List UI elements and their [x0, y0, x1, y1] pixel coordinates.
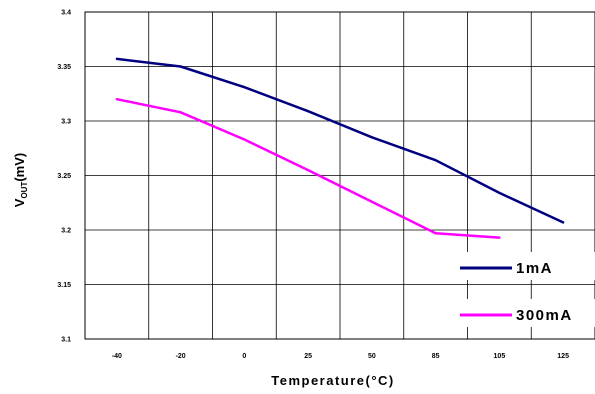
y-tick-label: 3.25: [57, 173, 71, 180]
y-tick-label: 3.15: [57, 282, 71, 289]
svg-text:VOUT(mV): VOUT(mV): [12, 153, 29, 207]
y-tick-label: 3.3: [61, 119, 71, 126]
plot-frame: [84, 11, 595, 340]
y-tick-label: 3.1: [61, 337, 71, 344]
x-axis-title: Temperature(°C): [271, 373, 395, 388]
y-axis-title-sub: OUT: [20, 182, 29, 199]
x-tick-label: -40: [112, 353, 122, 360]
y-tick-label: 3.4: [61, 10, 71, 17]
x-tick-label: 125: [557, 353, 569, 360]
x-tick-label: 0: [242, 353, 246, 360]
y-axis-title-suffix: (mV): [12, 153, 27, 182]
series-group: [115, 57, 565, 239]
y-axis-ticks: 3.1 3.15 3.2 3.25 3.3 3.35 3.4: [57, 10, 71, 344]
x-axis-ticks: -40 -20 0 25 50 85 105 125: [112, 353, 569, 360]
x-tick-label: 105: [494, 353, 506, 360]
x-tick-label: 85: [432, 353, 440, 360]
x-tick-label: -20: [176, 353, 186, 360]
legend-backdrop: [438, 252, 595, 280]
legend-label: 300mA: [516, 307, 573, 324]
grid: [85, 12, 595, 339]
x-tick-label: 25: [304, 353, 312, 360]
legend-label: 1mA: [516, 260, 553, 277]
y-tick-label: 3.35: [57, 64, 71, 71]
y-tick-label: 3.2: [61, 228, 71, 235]
series-line-0: [115, 57, 565, 224]
legend: 1mA 300mA: [438, 252, 595, 327]
series-line-1: [115, 97, 501, 239]
legend-backdrop: [438, 299, 595, 327]
y-axis-title: VOUT(mV): [12, 153, 29, 207]
x-tick-label: 50: [368, 353, 376, 360]
y-axis-title-main: V: [12, 198, 27, 207]
